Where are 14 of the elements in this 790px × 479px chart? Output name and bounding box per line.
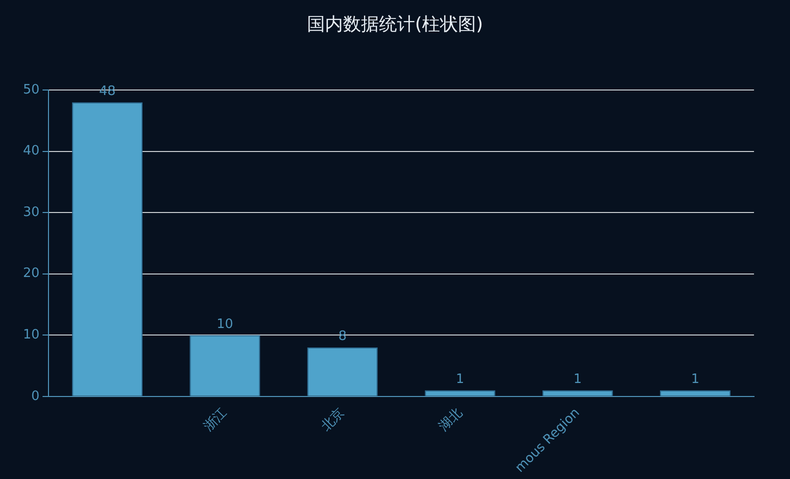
data-label: 1 [456,372,464,388]
x-tick-label: 浙江 [201,406,230,434]
y-tick-label: 30 [22,204,40,220]
data-label: 1 [573,372,582,388]
y-tick-label: 50 [22,82,40,98]
y-tick-label: 10 [22,327,40,342]
x-tick-label: 湖北 [436,406,466,434]
data-label: 1 [691,372,700,388]
y-tick-label: 40 [22,144,40,159]
y-tick-label: 0 [31,388,40,404]
data-label: 10 [216,316,234,332]
y-tick-label: 20 [22,266,40,282]
chart-title: 国内数据统计(柱状图) [306,13,484,36]
x-tick-label: 北京 [318,406,348,434]
